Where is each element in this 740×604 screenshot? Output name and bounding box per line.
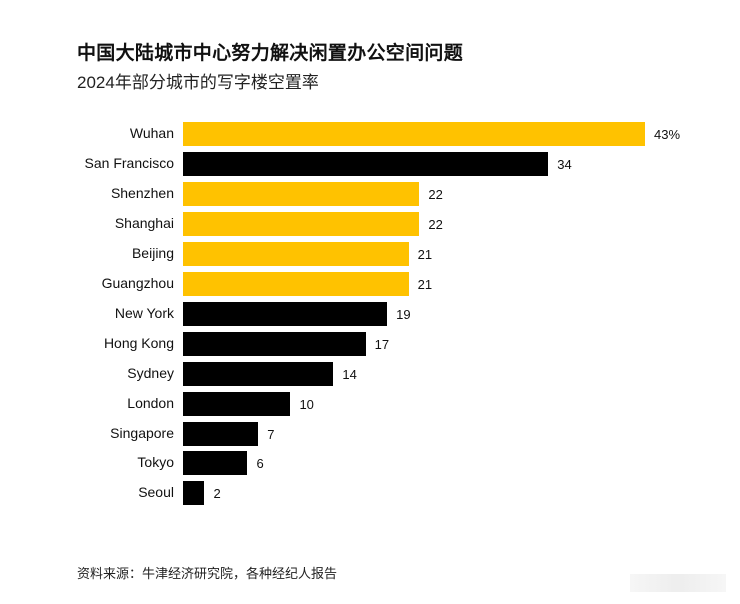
value-label: 2 xyxy=(213,486,221,502)
bar xyxy=(183,241,409,266)
value-label: 19 xyxy=(396,306,411,322)
bar xyxy=(183,331,366,356)
value-label: 6 xyxy=(256,456,264,472)
bar-row: San Francisco 34 xyxy=(0,151,740,176)
category-label: Seoul xyxy=(138,484,174,501)
value-label: 34 xyxy=(557,156,572,172)
value-label: 10 xyxy=(299,396,314,412)
value-label: 43% xyxy=(654,127,681,142)
chart-title: 中国大陆城市中心努力解决闲置办公空间问题 xyxy=(77,43,464,64)
category-label: Wuhan xyxy=(129,125,174,141)
bar-row: Tokyo 6 xyxy=(0,451,740,476)
category-label: Hong Kong xyxy=(103,334,174,351)
bar xyxy=(183,151,549,176)
value-label: 7 xyxy=(267,426,275,442)
bar xyxy=(183,391,291,416)
category-label: Shenzhen xyxy=(110,184,174,201)
category-label: New York xyxy=(114,304,174,321)
bar xyxy=(183,361,334,386)
bar-row: Shenzhen 22 xyxy=(0,181,740,206)
bar xyxy=(183,481,205,506)
category-label: Tokyo xyxy=(137,454,174,471)
bar xyxy=(183,301,388,326)
bar-row: Guangzhou 21 xyxy=(0,271,740,296)
bar-row: Seoul 2 xyxy=(0,481,740,506)
value-label: 14 xyxy=(342,366,357,382)
bar xyxy=(183,421,259,446)
bar xyxy=(183,271,409,296)
category-label: Shanghai xyxy=(114,214,174,231)
value-label: 21 xyxy=(417,246,433,262)
category-label: Beijing xyxy=(131,244,174,261)
bar-row: London 10 xyxy=(0,391,740,416)
bar xyxy=(183,211,420,236)
category-label: London xyxy=(127,394,174,411)
value-label: 22 xyxy=(428,216,443,232)
bar xyxy=(183,122,645,146)
bar-row: Shanghai 22 xyxy=(0,211,740,236)
category-label: Guangzhou xyxy=(101,274,174,291)
category-label: San Francisco xyxy=(84,154,174,171)
bar-row: Singapore 7 xyxy=(0,421,740,446)
bar-row: Hong Kong 17 xyxy=(0,331,740,356)
chart-subtitle: 2024年部分城市的写字楼空置率 xyxy=(77,73,319,92)
value-label: 17 xyxy=(374,336,390,352)
bar-row: Beijing 21 xyxy=(0,241,740,266)
source-note: 资料来源：牛津经济研究院，各种经纪人报告 xyxy=(77,566,338,581)
bar-row: Sydney 14 xyxy=(0,361,740,386)
watermark xyxy=(630,574,726,592)
value-label: 21 xyxy=(417,276,433,292)
value-label: 22 xyxy=(428,186,443,202)
bar-row: Wuhan 43% xyxy=(0,122,740,146)
category-label: Singapore xyxy=(110,424,174,441)
category-label: Sydney xyxy=(127,364,174,381)
bar xyxy=(183,451,248,476)
bar-row: New York 19 xyxy=(0,301,740,326)
bar xyxy=(183,181,420,206)
